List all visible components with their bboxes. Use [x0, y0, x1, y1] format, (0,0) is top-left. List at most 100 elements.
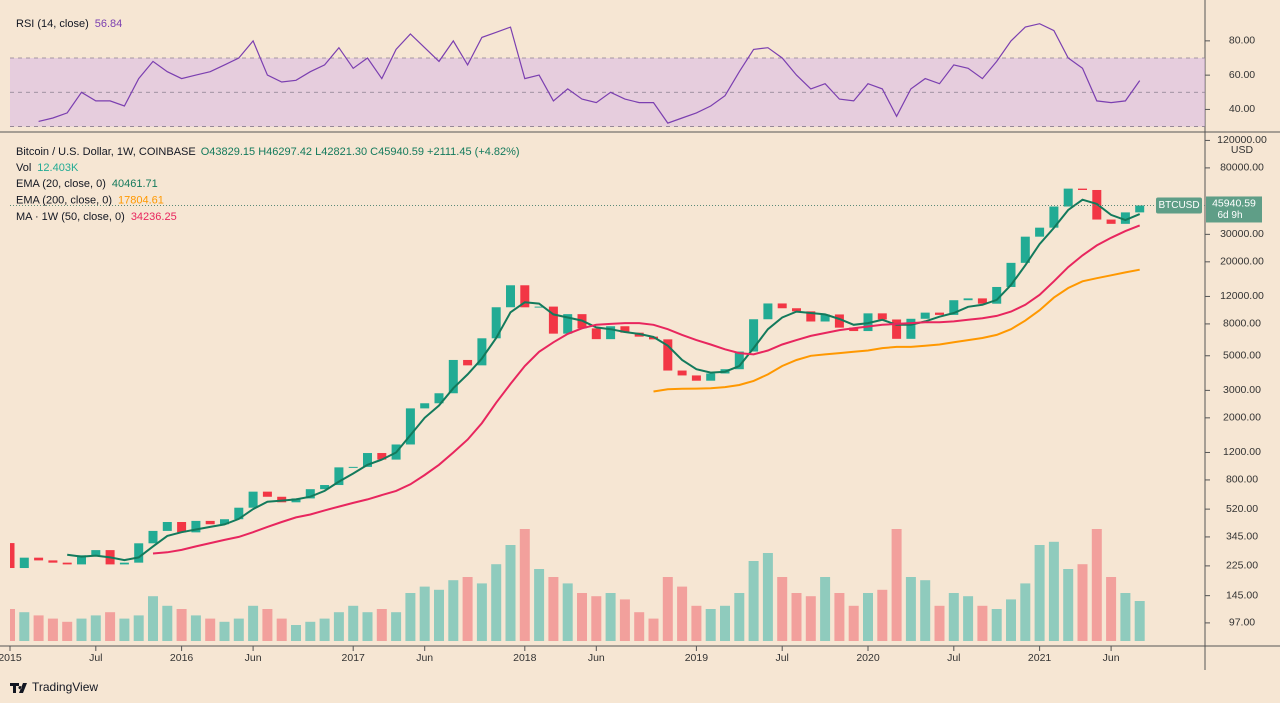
volume-bar [162, 605, 173, 641]
candle [806, 311, 816, 322]
axis-unit: USD [1231, 144, 1254, 156]
volume-bar [1048, 541, 1059, 641]
volume-bar [348, 605, 359, 641]
volume-bar [977, 605, 988, 641]
moving-average-line [67, 198, 1141, 562]
volume-bar [705, 609, 716, 641]
candle [234, 507, 244, 520]
volume-bar [1091, 529, 1102, 641]
volume-bar [905, 577, 916, 641]
price-tag-value: 45940.59 [1212, 197, 1256, 209]
volume-bar [591, 596, 602, 641]
volume-bar [619, 599, 630, 641]
volume-bar [791, 593, 802, 641]
candle [977, 298, 987, 304]
x-tick-label: 2017 [342, 652, 366, 664]
y-tick-label: 5000.00 [1223, 350, 1261, 362]
candle [48, 560, 58, 563]
y-tick-label: 800.00 [1226, 474, 1258, 486]
candle [992, 286, 1002, 304]
volume-bar [848, 605, 859, 641]
series-legend-name: EMA (200, close, 0) [16, 194, 112, 206]
y-tick-label: 2000.00 [1223, 412, 1261, 424]
candle [305, 489, 315, 499]
volume-bar [963, 596, 974, 641]
volume-bar [877, 589, 888, 641]
volume-bar [434, 589, 444, 641]
volume-bar [1034, 545, 1045, 641]
volume-bar [105, 612, 116, 641]
candle [119, 562, 129, 565]
volume-bar [820, 577, 831, 641]
x-tick-label: Jun [588, 652, 605, 664]
candle [62, 562, 72, 565]
candle [491, 307, 501, 339]
candle [534, 306, 544, 308]
y-tick-label: 145.00 [1226, 589, 1258, 601]
y-tick-label: 520.00 [1226, 503, 1258, 515]
volume-bar [834, 593, 845, 641]
volume-bar [205, 618, 216, 641]
chart-title: Bitcoin / U.S. Dollar, 1W, COINBASE [16, 146, 196, 158]
volume-bar [190, 615, 201, 641]
candle [205, 520, 215, 525]
rsi-line [38, 23, 1141, 124]
x-tick-label: 2020 [856, 652, 880, 664]
volume-bar [176, 609, 187, 641]
volume-bar [734, 593, 745, 641]
volume-bar [1077, 564, 1088, 641]
volume-bar [662, 577, 673, 641]
candle [1078, 188, 1087, 190]
candle [334, 467, 344, 486]
series-legend-value: 34236.25 [131, 211, 177, 223]
candle [663, 339, 673, 371]
candle [477, 338, 487, 366]
volume-bar [291, 625, 301, 641]
series-legend-name: MA · 1W (50, close, 0) [16, 211, 125, 223]
rsi-title: RSI (14, close) [16, 18, 89, 30]
volume-bar [476, 583, 487, 641]
volume-bar [1106, 577, 1117, 641]
candle [434, 393, 444, 404]
candle [1106, 219, 1116, 224]
x-tick-label: Jun [1103, 652, 1120, 664]
volume-bar [10, 609, 15, 641]
candle [177, 521, 187, 533]
brand-logo: TradingView [10, 680, 98, 694]
x-tick-label: Jul [89, 652, 102, 664]
volume-bar [33, 615, 44, 641]
volume-bar [276, 618, 287, 641]
volume-bar [519, 529, 530, 641]
volume-bar [419, 586, 430, 641]
candle [77, 555, 86, 565]
candle [1049, 206, 1059, 228]
volume-bar [248, 605, 259, 641]
candle [849, 327, 859, 332]
x-tick-label: 2016 [170, 652, 194, 664]
candle [348, 466, 358, 468]
y-tick-label: 80000.00 [1220, 162, 1264, 174]
x-tick-label: 2018 [513, 652, 537, 664]
y-tick-label: 12000.00 [1220, 290, 1264, 302]
volume-legend-name: Vol [16, 162, 31, 174]
y-tick-label: 20000.00 [1220, 256, 1264, 268]
volume-bar [491, 564, 502, 641]
logo-icon [10, 683, 27, 693]
y-tick-label: 345.00 [1226, 531, 1258, 543]
volume-bar [362, 612, 373, 641]
volume-bar [720, 605, 730, 641]
y-tick-label: 120000.00 [1217, 134, 1267, 146]
candle [91, 550, 101, 556]
volume-bar [1006, 599, 1016, 641]
volume-bar [562, 583, 573, 641]
candle [906, 318, 916, 339]
symbol-label: BTCUSD [1158, 200, 1199, 211]
volume-bar [448, 580, 459, 641]
volume-bar [133, 615, 144, 641]
y-tick-label: 60.00 [1229, 69, 1255, 81]
volume-legend-value: 12.403K [37, 162, 79, 174]
volume-bar [505, 545, 516, 641]
volume-bar [333, 612, 344, 641]
candle [1006, 262, 1016, 287]
candle [363, 453, 372, 467]
